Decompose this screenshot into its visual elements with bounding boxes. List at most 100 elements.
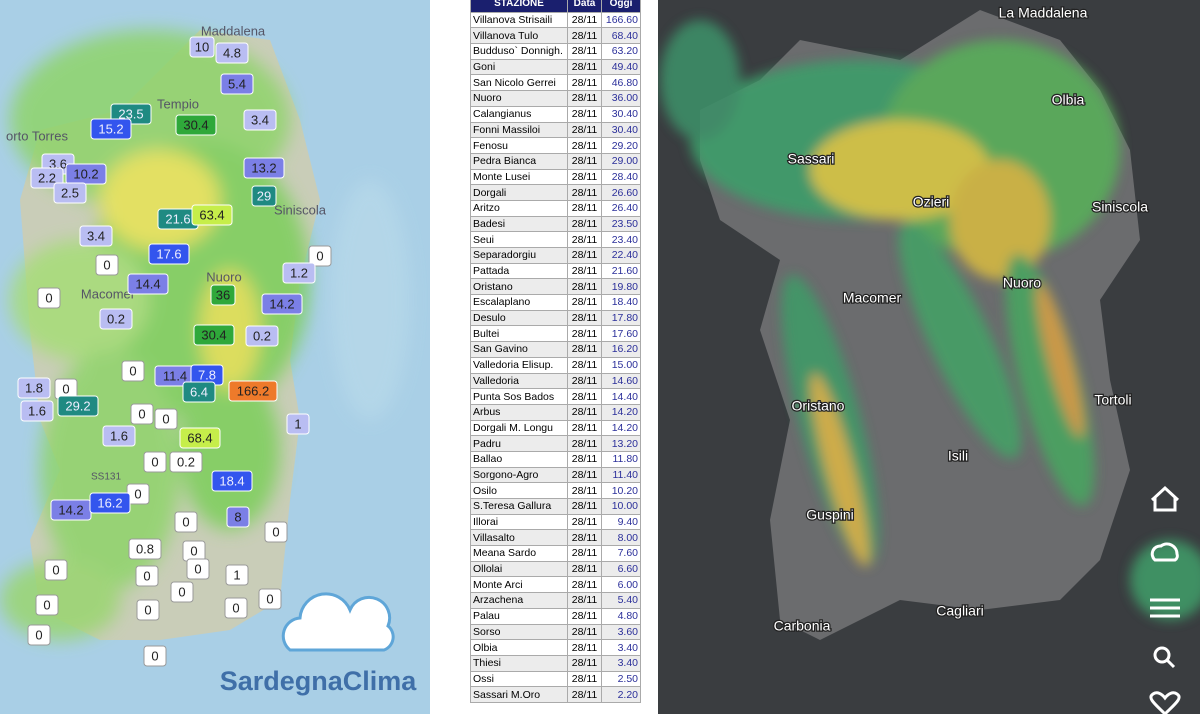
station-badge: 3.4 — [243, 109, 277, 131]
badge-value: 0 — [272, 524, 279, 539]
station-cell: Arbus — [470, 403, 568, 421]
station-cell: San Gavino — [470, 341, 568, 358]
station-cell: Budduso` Donnigh. — [470, 43, 568, 60]
badge-value: 1.8 — [25, 380, 43, 395]
weather-button[interactable] — [1150, 542, 1179, 562]
place-label: Oristano — [792, 398, 845, 414]
place-label: Sassari — [788, 151, 835, 167]
table-row: Badesi 28/11 23.50 — [470, 215, 641, 233]
home-button[interactable] — [1150, 485, 1180, 512]
station-cell: Osilo — [470, 482, 568, 499]
value-cell: 14.40 — [601, 388, 641, 405]
badge-value: 14.2 — [58, 502, 83, 517]
badge-box — [27, 624, 51, 646]
station-cell: Ballao — [470, 450, 568, 468]
place-label: Cagliari — [936, 603, 983, 619]
badge-box — [99, 308, 133, 330]
table-row: Bultei 28/11 17.60 — [470, 325, 641, 343]
table-row: Escalaplano 28/11 18.40 — [470, 294, 641, 311]
badge-box — [130, 403, 154, 425]
place-label: La Maddalena — [999, 5, 1088, 21]
station-badge: 30.4 — [175, 114, 217, 136]
date-cell: 28/11 — [567, 419, 602, 437]
station-badge: 3.4 — [79, 225, 113, 247]
badge-value: 18.4 — [219, 473, 244, 488]
badge-box — [136, 599, 160, 621]
badge-box — [128, 538, 162, 560]
value-cell: 4.80 — [601, 607, 641, 625]
table-row: Aritzo 28/11 26.40 — [470, 199, 641, 217]
badge-value: 0 — [129, 363, 136, 378]
badge-box — [243, 157, 285, 179]
badge-box — [143, 645, 167, 667]
station-cell: Padru — [470, 435, 568, 452]
badge-box — [282, 262, 316, 284]
station-badge: 15.2 — [90, 118, 132, 140]
station-badge: 14.2 — [50, 499, 92, 521]
badge-value: 0 — [182, 514, 189, 529]
badge-value: 0 — [43, 597, 50, 612]
station-cell: Sassari M.Oro — [470, 686, 568, 703]
badge-box — [193, 324, 235, 346]
table-row: Olbia 28/11 3.40 — [470, 639, 641, 656]
station-badge: 0 — [174, 511, 198, 533]
station-cell: Oristano — [470, 278, 568, 296]
station-badge: 0.2 — [99, 308, 133, 330]
badge-value: 2.2 — [38, 170, 56, 185]
badge-value: 29.2 — [65, 398, 90, 413]
station-cell: Sorso — [470, 623, 568, 641]
station-badge: 0 — [224, 597, 248, 619]
station-badge: 0 — [135, 565, 159, 587]
date-cell: 28/11 — [567, 592, 602, 609]
date-cell: 28/11 — [567, 513, 602, 531]
date-cell: 28/11 — [567, 137, 602, 154]
badge-value: 1 — [233, 567, 240, 582]
badge-value: 0.2 — [177, 454, 195, 469]
station-cell: Sorgono-Agro — [470, 466, 568, 484]
column-header: STAZIONE — [470, 0, 568, 13]
menu-button[interactable] — [1150, 598, 1180, 618]
table-row: Osilo 28/11 10.20 — [470, 482, 641, 499]
badge-value: 21.6 — [165, 211, 190, 226]
value-cell: 10.20 — [601, 482, 641, 499]
station-badge: 0 — [143, 451, 167, 473]
badge-box — [102, 425, 136, 447]
badge-value: 13.2 — [251, 160, 276, 175]
badge-box — [170, 581, 194, 603]
table-row: Sassari M.Oro 28/11 2.20 — [470, 686, 641, 703]
place-label: Tempio — [157, 96, 199, 111]
table-row: Fonni Massiloi 28/11 30.40 — [470, 121, 641, 139]
value-cell: 2.20 — [601, 686, 641, 703]
station-badge: 2.5 — [53, 182, 87, 204]
value-cell: 49.40 — [601, 58, 641, 76]
value-cell: 8.00 — [601, 529, 641, 547]
table-row: Palau 28/11 4.80 — [470, 607, 641, 625]
station-cell: S.Teresa Gallura — [470, 498, 568, 515]
badge-value: 0 — [52, 562, 59, 577]
table-row: Ballao 28/11 11.80 — [470, 450, 641, 468]
badge-value: 0 — [162, 411, 169, 426]
station-cell: Valledoria Elisup. — [470, 356, 568, 374]
value-cell: 36.00 — [601, 90, 641, 107]
value-cell: 28.40 — [601, 168, 641, 186]
table-row: Sorgono-Agro 28/11 11.40 — [470, 466, 641, 484]
badge-box — [57, 395, 99, 417]
station-badge: 0 — [143, 645, 167, 667]
value-cell: 29.00 — [601, 152, 641, 170]
badge-value: 0 — [45, 290, 52, 305]
table-row: Villanova Tulo 28/11 68.40 — [470, 27, 641, 45]
search-button[interactable] — [1153, 646, 1171, 664]
badge-box — [210, 284, 236, 306]
badge-box — [169, 451, 203, 473]
date-cell: 28/11 — [567, 121, 602, 139]
station-badge: 1 — [286, 413, 310, 435]
station-badge: 166.2 — [228, 380, 278, 402]
table-row: Valledoria Elisup. 28/11 15.00 — [470, 356, 641, 374]
date-cell: 28/11 — [567, 27, 602, 45]
table-row: Pattada 28/11 21.60 — [470, 262, 641, 280]
station-badge: 13.2 — [243, 157, 285, 179]
favorite-button[interactable] — [1149, 691, 1181, 714]
date-cell: 28/11 — [567, 184, 602, 201]
table-row: Meana Sardo 28/11 7.60 — [470, 545, 641, 562]
date-cell: 28/11 — [567, 545, 602, 562]
